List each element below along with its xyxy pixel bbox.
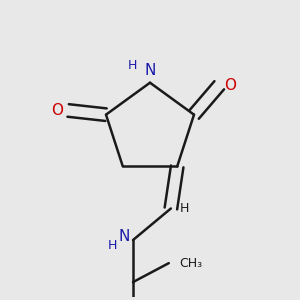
Text: O: O [224, 78, 236, 93]
Text: O: O [51, 103, 63, 118]
Text: N: N [144, 63, 156, 78]
Text: H: H [108, 238, 117, 252]
Text: N: N [118, 229, 130, 244]
Text: H: H [128, 59, 137, 72]
Text: H: H [180, 202, 190, 215]
Text: CH₃: CH₃ [179, 256, 203, 270]
